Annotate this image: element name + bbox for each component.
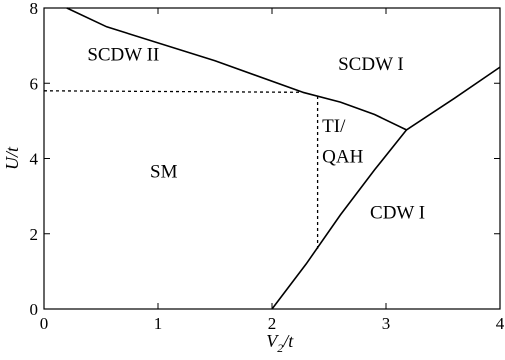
y-tick-label: 2	[30, 225, 39, 244]
region-label: TI/	[322, 116, 346, 137]
y-tick-label: 0	[30, 300, 39, 319]
region-label: SM	[150, 161, 178, 182]
x-tick-label: 3	[382, 314, 391, 333]
y-tick-label: 8	[30, 0, 39, 18]
region-labels: SCDW II SCDW I TI/QAH SM CDW I	[87, 45, 425, 224]
phase-boundaries	[43, 7, 501, 310]
dashed-boundary-line	[43, 90, 303, 93]
phase-boundary-line	[66, 7, 304, 94]
phase-boundary-line	[302, 66, 501, 131]
y-tick-label: 6	[30, 74, 39, 93]
region-label: QAH	[322, 146, 363, 167]
x-axis-label: V2/t	[266, 331, 294, 355]
x-tick-label: 2	[268, 314, 277, 333]
y-tick-label: 4	[30, 150, 39, 169]
region-label: SCDW I	[338, 54, 404, 75]
region-label: CDW I	[370, 203, 425, 224]
y-axis-ticks: 0 2 4 6 8	[30, 0, 500, 319]
x-tick-label: 0	[40, 314, 49, 333]
phase-boundary-line	[271, 129, 408, 310]
y-axis-label: U/t	[2, 146, 22, 170]
x-axis-ticks: 0 1 2 3 4	[40, 8, 505, 333]
x-tick-label: 1	[154, 314, 163, 333]
x-tick-label: 4	[496, 314, 505, 333]
region-label: SCDW II	[87, 45, 159, 66]
